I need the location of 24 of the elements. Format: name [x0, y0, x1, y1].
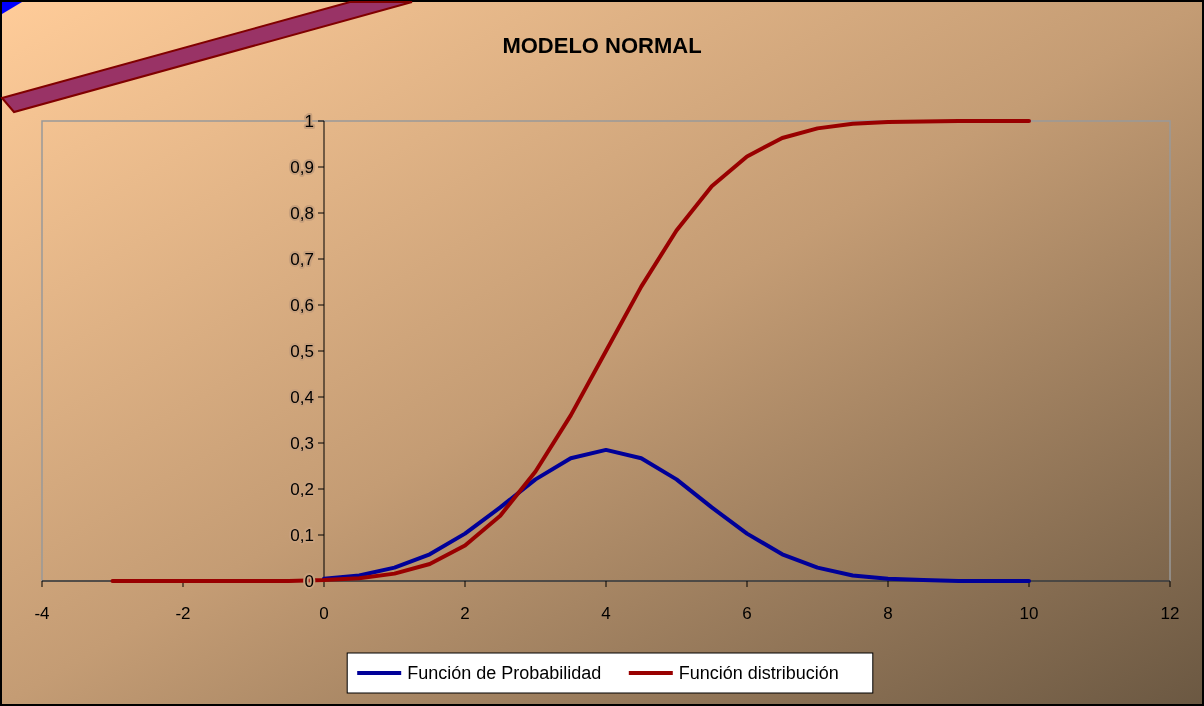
y-tick-label: 0,6 [290, 295, 314, 315]
x-tick-label: -4 [34, 604, 50, 623]
y-tick-label: 0,2 [290, 479, 314, 499]
legend-label: Función de Probabilidad [407, 663, 602, 684]
x-tick-label: 10 [1019, 604, 1039, 623]
x-tick-label: 0 [319, 604, 329, 623]
line-series [322, 447, 1031, 583]
y-tick-label: 0,3 [290, 433, 314, 453]
y-tick-label: 0 [304, 571, 314, 591]
y-tick-label: 0,9 [290, 157, 314, 177]
chart-title: MODELO NORMAL [502, 33, 702, 58]
y-tick-label: 0,7 [290, 249, 314, 269]
x-tick-label: 12 [1160, 604, 1180, 623]
x-tick-label: 8 [883, 604, 893, 623]
y-tick-label: 1 [304, 111, 314, 131]
y-tick-label: 0,4 [290, 387, 314, 407]
x-tick-label: 6 [742, 604, 752, 623]
x-tick-label: 4 [601, 604, 611, 623]
x-tick-label: 2 [460, 604, 470, 623]
x-tick-label: -2 [175, 604, 191, 623]
legend-label: Función distribución [678, 663, 839, 684]
y-tick-label: 0,1 [290, 525, 314, 545]
y-tick-label: 0,5 [290, 341, 314, 361]
y-tick-label: 0,8 [290, 203, 314, 223]
